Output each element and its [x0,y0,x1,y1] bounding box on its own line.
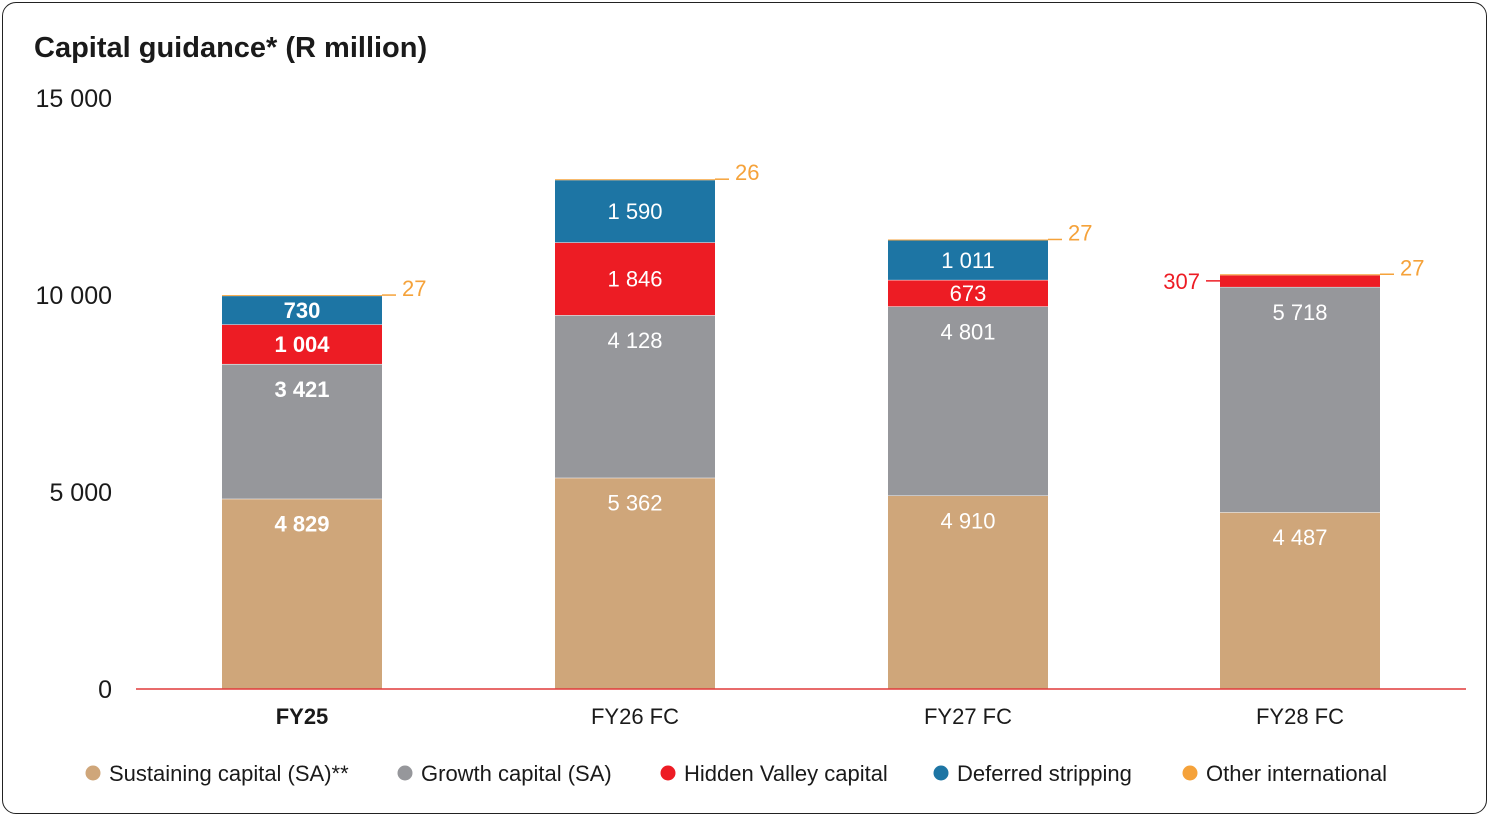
legend-label-sustaining: Sustaining capital (SA)** [109,761,349,786]
bar-segment-sustaining [222,498,382,689]
bar-segment-deferred [222,295,382,325]
y-tick-label: 5 000 [49,479,112,507]
bar-segment-growth [555,315,715,478]
bar-segment-other [222,294,382,297]
y-tick-label: 10 000 [36,282,112,310]
data-label-sustaining: 4 829 [274,512,329,537]
legend-label-deferred: Deferred stripping [957,761,1132,786]
data-label-deferred: 1 011 [941,248,994,273]
data-label-sustaining: 5 362 [607,491,662,516]
data-label-other: 26 [735,160,759,185]
bar-segment-hidden-valley [1220,274,1380,287]
x-tick-label: FY26 FC [591,704,679,729]
data-label-hidden-valley: 1 846 [607,267,662,292]
bar-segment-other [1220,273,1380,276]
bar-segment-hidden-valley [888,279,1048,307]
chart-title: Capital guidance* (R million) [34,32,427,64]
data-label-sustaining: 4 910 [940,509,995,534]
bar-segment-sustaining [1220,512,1380,689]
bar-segment-deferred [888,240,1048,280]
bar-segment-deferred [555,179,715,243]
bar-segment-other [888,238,1048,241]
data-label-hidden-valley: 673 [950,281,987,306]
bar-segment-sustaining [555,477,715,689]
data-label-growth: 3 421 [274,377,329,402]
data-label-deferred: 1 590 [607,199,662,224]
data-label-growth: 4 801 [940,319,995,344]
legend-label-other: Other international [1206,761,1387,786]
data-label-hidden-valley: 307 [1163,269,1200,294]
legend-label-hidden-valley: Hidden Valley capital [684,761,888,786]
x-tick-label: FY27 FC [924,704,1012,729]
data-label-hidden-valley: 1 004 [274,332,330,357]
legend-marker-growth [397,765,413,781]
bar-segment-growth [1220,286,1380,513]
bar-segment-hidden-valley [555,242,715,316]
legend-marker-other [1182,765,1198,781]
data-label-other: 27 [402,276,426,301]
data-label-other: 27 [1068,220,1092,245]
x-tick-label: FY25 [276,704,329,729]
legend-marker-deferred [933,765,949,781]
x-tick-label: FY28 FC [1256,704,1344,729]
bar-segment-growth [888,306,1048,496]
bar-segment-other [555,178,715,181]
data-label-sustaining: 4 487 [1272,525,1327,550]
legend-marker-hidden-valley [660,765,676,781]
data-label-growth: 5 718 [1272,300,1327,325]
bar-segment-sustaining [888,495,1048,689]
y-tick-label: 15 000 [36,85,112,113]
legend-label-growth: Growth capital (SA) [421,761,612,786]
bar-segment-growth [222,363,382,499]
data-label-deferred: 730 [284,298,321,323]
data-label-other: 27 [1400,255,1424,280]
data-label-growth: 4 128 [607,328,662,353]
y-tick-label: 0 [98,676,112,704]
legend-marker-sustaining [85,765,101,781]
bar-segment-hidden-valley [222,324,382,364]
